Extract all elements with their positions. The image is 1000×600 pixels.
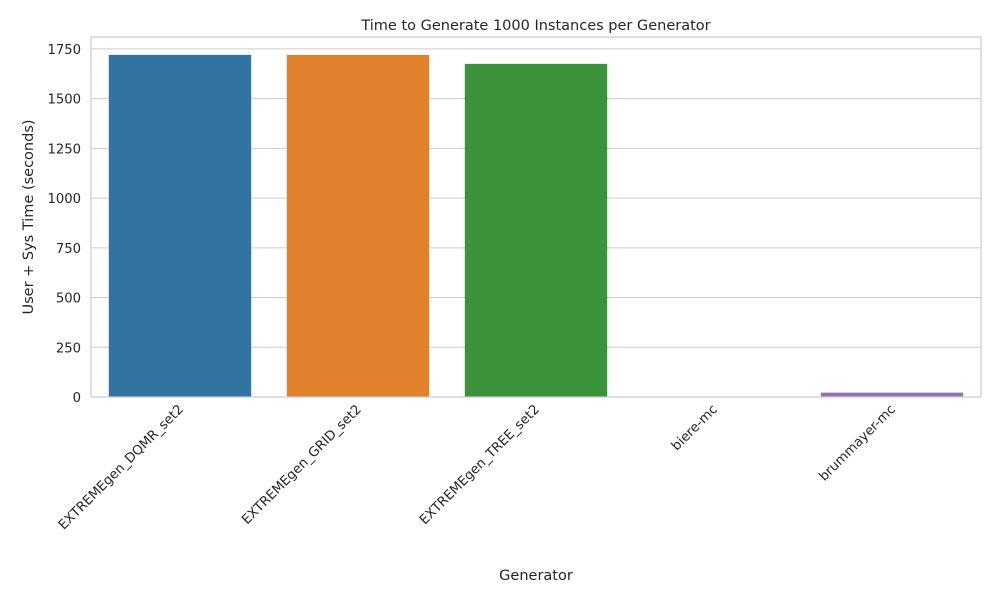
chart-title: Time to Generate 1000 Instances per Gene… [360, 18, 710, 34]
bars [108, 54, 964, 398]
bar-brummayer-mc [820, 392, 964, 397]
x-tick-label: biere-mc [669, 402, 721, 454]
y-tick-label: 250 [56, 341, 81, 356]
x-tick-label: brummayer-mc [817, 402, 899, 484]
y-tick-label: 500 [56, 292, 81, 307]
x-tick-labels: EXTREMEgen_DQMR_set2 EXTREMEgen_GRID_set2… [56, 402, 899, 533]
y-axis-label: User + Sys Time (seconds) [21, 119, 37, 314]
x-tick-label: EXTREMEgen_TREE_set2 [417, 402, 543, 528]
y-tick-label: 750 [56, 242, 81, 257]
y-tick-label: 0 [73, 391, 81, 406]
x-axis-label: Generator [499, 568, 573, 584]
x-tick-label: EXTREMEgen_DQMR_set2 [56, 402, 187, 533]
y-tick-label: 1500 [47, 93, 81, 108]
plot-frame [90, 36, 982, 398]
y-tick-label: 1750 [47, 43, 81, 58]
bar-EXTREMEgen_DQMR_set2 [108, 54, 252, 398]
bar-EXTREMEgen_GRID_set2 [286, 54, 430, 398]
y-tick-label: 1000 [47, 192, 81, 207]
y-tick-labels: 0 250 500 750 1000 1250 1500 1750 [47, 43, 81, 406]
y-tick-label: 1250 [47, 142, 81, 157]
bar-EXTREMEgen_TREE_set2 [464, 63, 608, 397]
x-tick-label: EXTREMEgen_GRID_set2 [239, 402, 364, 527]
